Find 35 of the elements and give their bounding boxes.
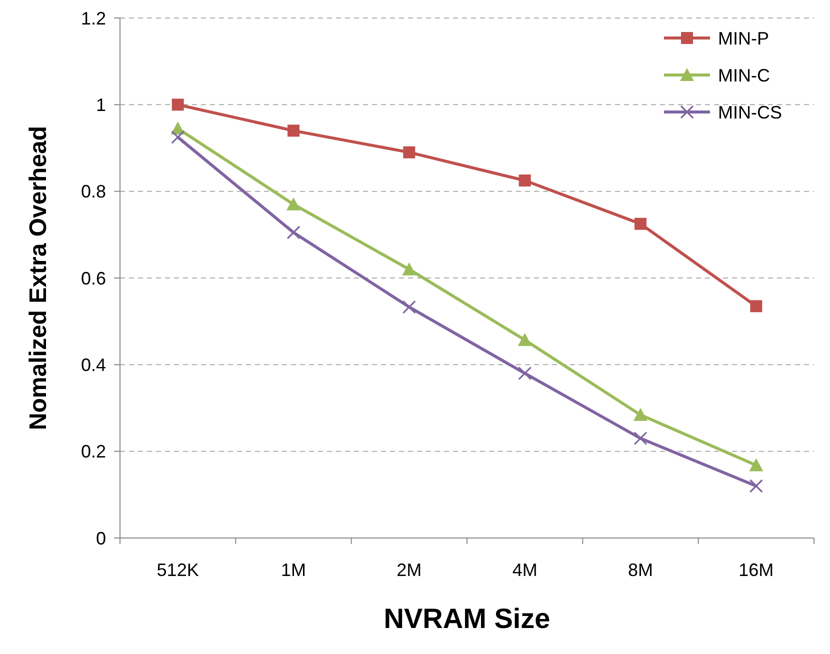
legend-label: MIN-P [718, 28, 769, 48]
y-tick-label: 0 [96, 528, 106, 548]
point [518, 332, 532, 346]
point [286, 197, 300, 210]
x-tick-label: 8M [628, 560, 654, 580]
y-tick-label: 1 [96, 94, 106, 115]
y-tick-label: 1.2 [80, 8, 106, 28]
point [171, 130, 185, 144]
y-tick-label: 0.4 [80, 354, 106, 375]
point [288, 124, 300, 137]
y-tick-label: 0.6 [80, 268, 106, 288]
x-axis-title: NVRAM Size [384, 603, 550, 634]
y-axis-title: Nomalized Extra Overhead [25, 126, 52, 430]
x-tick-label: 16M [738, 560, 774, 580]
point [518, 174, 531, 186]
point [402, 262, 416, 276]
point [286, 226, 300, 240]
x-tick-label: 4M [512, 560, 538, 580]
point [634, 432, 648, 446]
y-tick-label: 0.2 [80, 442, 106, 462]
legend-label: MIN-CS [718, 102, 782, 122]
point [403, 146, 416, 158]
point [518, 366, 532, 380]
x-tick-label: 2M [396, 560, 422, 580]
x-tick-label: 512K [156, 560, 199, 580]
x-tick-label: 1M [280, 560, 306, 580]
point [634, 408, 648, 421]
point [402, 300, 416, 314]
point [634, 218, 646, 230]
point [750, 300, 762, 312]
legend-label: MIN-C [718, 65, 770, 86]
point [749, 458, 764, 472]
point [172, 98, 184, 111]
point [749, 479, 763, 493]
y-tick-label: 0.8 [80, 182, 106, 202]
